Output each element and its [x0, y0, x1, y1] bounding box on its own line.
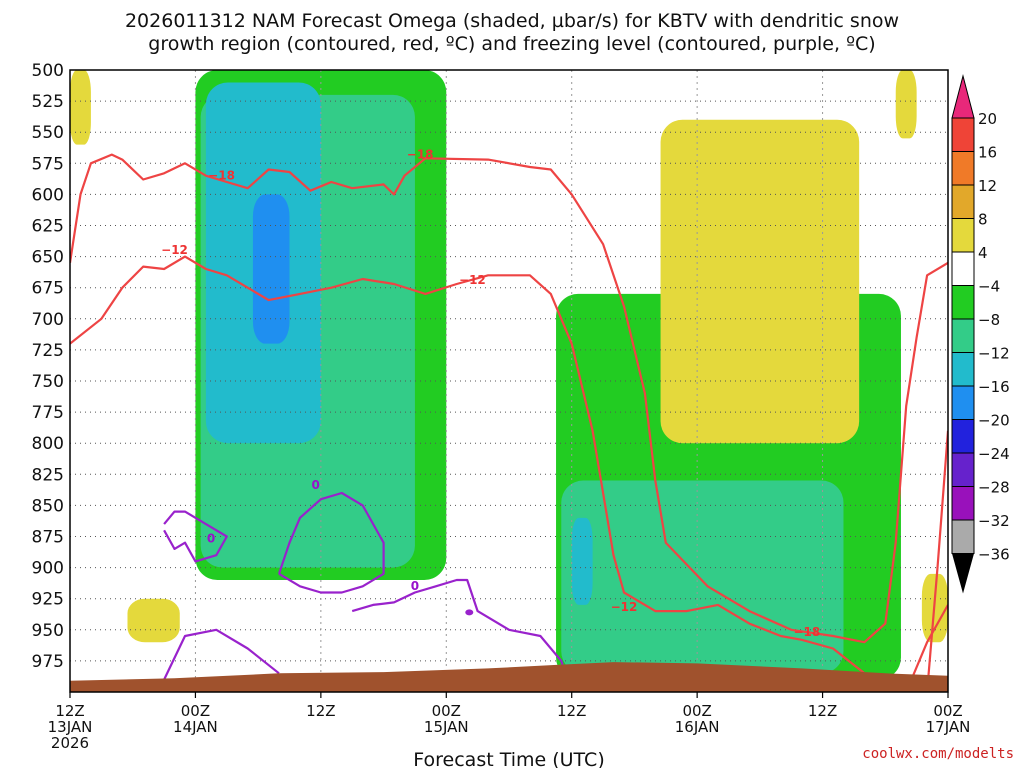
- colorbar-swatch-8: [951, 352, 975, 387]
- omega-region-8: [895, 70, 917, 139]
- y-tick-label-700: 700: [32, 310, 64, 330]
- colorbar-swatch-5: [951, 251, 975, 286]
- colorbar-label-6: −8: [978, 311, 1000, 329]
- colorbar-label-9: −20: [978, 412, 1010, 430]
- y-tick-label-775: 775: [32, 403, 64, 423]
- y-tick-label-500: 500: [32, 61, 64, 81]
- freezing-contour-1: [163, 510, 228, 563]
- omega-region-3: [252, 194, 290, 344]
- colorbar-label-10: −24: [978, 445, 1010, 463]
- contour-label-7: 0: [311, 478, 319, 492]
- y-tick-label-875: 875: [32, 528, 64, 548]
- x-tick-label-48-0: 12Z: [557, 702, 586, 720]
- y-tick-label-600: 600: [32, 185, 64, 205]
- omega-region-7: [660, 119, 860, 444]
- y-tick-label-925: 925: [32, 590, 64, 610]
- x-tick-label-36-1: 15JAN: [424, 718, 469, 736]
- x-tick-label-36-0: 00Z: [432, 702, 461, 720]
- dgz-contour-2: [926, 430, 948, 692]
- dgz-contour-1: [70, 255, 866, 675]
- colorbar-label-3: 8: [978, 211, 988, 229]
- contour-label-8: 0: [411, 579, 419, 593]
- axes: 500 525 550 575 600 625 650 675 700 725 750 775 800 8…: [32, 61, 971, 752]
- x-tick-label-84-1: 17JAN: [926, 718, 971, 736]
- contour-label-3: −12: [459, 273, 486, 287]
- x-tick-label-60-0: 00Z: [682, 702, 711, 720]
- colorbar-label-5: −4: [978, 278, 1000, 296]
- colorbar-swatch-11: [951, 452, 975, 487]
- omega-region-5: [561, 480, 844, 674]
- y-tick-label-825: 825: [32, 465, 64, 485]
- contour-label-5: −18: [794, 625, 821, 639]
- colorbar-bottom-arrow: [952, 553, 974, 594]
- colorbar-label-1: 16: [978, 144, 997, 162]
- colorbar-swatch-4: [951, 218, 975, 253]
- credit-text: coolwx.com/modelts: [862, 746, 1014, 762]
- x-tick-label-0-2: 2026: [51, 734, 89, 752]
- y-tick-label-900: 900: [32, 559, 64, 579]
- x-axis-title: Forecast Time (UTC): [413, 749, 604, 768]
- omega-shading: [70, 70, 948, 680]
- colorbar-label-0: 20: [978, 110, 997, 128]
- y-tick-label-575: 575: [32, 154, 64, 174]
- y-tick-label-950: 950: [32, 621, 64, 641]
- freezing-dot: [465, 609, 474, 616]
- y-tick-label-550: 550: [32, 123, 64, 143]
- x-tick-label-0-1: 13JAN: [48, 718, 93, 736]
- x-tick-label-60-1: 16JAN: [675, 718, 720, 736]
- colorbar-swatch-1: [951, 117, 975, 152]
- freezing-contour-2: [277, 491, 385, 594]
- x-tick-label-84-0: 00Z: [933, 702, 962, 720]
- omega-region-9: [70, 70, 91, 145]
- y-tick-label-650: 650: [32, 248, 64, 268]
- chart-title-line-1: 2026011312 NAM Forecast Omega (shaded, µ…: [124, 10, 900, 32]
- terrain-ground: [70, 662, 948, 692]
- colorbar-label-13: −36: [978, 546, 1010, 564]
- y-tick-label-750: 750: [32, 372, 64, 392]
- y-tick-label-675: 675: [32, 279, 64, 299]
- y-tick-label-625: 625: [32, 217, 64, 237]
- colorbar-label-7: −12: [978, 345, 1010, 363]
- colorbar-top-arrow: [951, 74, 975, 119]
- omega-region-6: [571, 517, 593, 605]
- y-tick-label-725: 725: [32, 341, 64, 361]
- colorbar-swatch-10: [951, 419, 975, 454]
- freezing-contour-3: [351, 578, 573, 692]
- colorbar-swatch-12: [951, 486, 975, 521]
- colorbar-swatch-7: [951, 318, 975, 353]
- colorbar-swatch-3: [951, 184, 975, 219]
- x-tick-label-12-0: 00Z: [181, 702, 210, 720]
- contour-label-1: −18: [407, 147, 434, 161]
- omega-region-11: [127, 598, 180, 643]
- x-tick-label-0-0: 12Z: [55, 702, 84, 720]
- colorbar-swatch-2: [951, 151, 975, 186]
- dgz-contour-0: [70, 153, 948, 644]
- plot-frame: [69, 69, 949, 693]
- colorbar-swatch-13: [951, 519, 975, 554]
- x-tick-label-24-0: 12Z: [306, 702, 335, 720]
- contour-label-2: −12: [161, 243, 188, 257]
- colorbar-label-2: 12: [978, 177, 997, 195]
- colorbar-label-4: 4: [978, 244, 988, 262]
- colorbar-swatch-9: [951, 385, 975, 420]
- x-tick-label-72-0: 12Z: [808, 702, 837, 720]
- x-tick-label-12-1: 14JAN: [173, 718, 218, 736]
- y-tick-label-800: 800: [32, 434, 64, 454]
- y-tick-label-525: 525: [32, 92, 64, 112]
- contour-label-4: −12: [611, 600, 638, 614]
- y-tick-label-975: 975: [32, 652, 64, 672]
- colorbar-label-12: −32: [978, 512, 1010, 530]
- colorbar-label-8: −16: [978, 378, 1010, 396]
- y-tick-label-850: 850: [32, 496, 64, 516]
- terrain-fill: [70, 662, 948, 692]
- colorbar: 20 16 12 8 4 −4 −8 −12 −16 −20 −24 −28 −32 −36: [951, 74, 1010, 594]
- chart-title-line-2: growth region (contoured, red, ºC) and f…: [148, 33, 876, 55]
- colorbar-swatch-6: [951, 285, 975, 320]
- freezing-contour-0: [163, 628, 280, 681]
- colorbar-label-11: −28: [978, 479, 1010, 497]
- contour-label-6: 0: [207, 532, 215, 546]
- contour-label-0: −18: [208, 168, 235, 182]
